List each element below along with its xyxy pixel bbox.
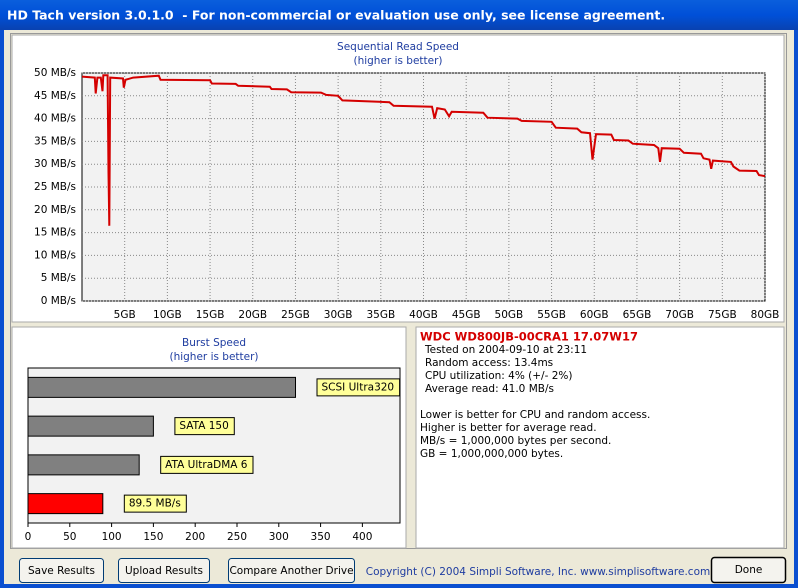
- x-tick-label: 150: [143, 531, 163, 543]
- detail: Tested on 2004-09-10 at 23:11: [424, 344, 587, 356]
- button-label[interactable]: Upload Results: [125, 565, 203, 577]
- button-face[interactable]: [19, 558, 104, 583]
- chart-subtitle: (higher is better): [353, 55, 442, 67]
- y-tick-label: 0 MB/s: [41, 295, 76, 307]
- label-box: [160, 455, 254, 474]
- x-tick-label: 10GB: [153, 309, 182, 321]
- info-panel: [415, 326, 785, 549]
- label-box: [123, 494, 187, 513]
- x-tick-label: 50: [63, 531, 76, 543]
- label-box: [174, 417, 235, 436]
- x-tick-label: 75GB: [708, 309, 737, 321]
- button[interactable]: Compare Another Drive: [228, 558, 355, 583]
- x-tick-label: 80GB: [751, 309, 780, 321]
- note: MB/s = 1,000,000 bytes per second.: [420, 435, 611, 447]
- x-tick-label: 20GB: [238, 309, 267, 321]
- y-tick-label: 20 MB/s: [34, 204, 76, 216]
- note: Higher is better for average read.: [420, 422, 597, 434]
- x-tick-label: 40GB: [409, 309, 438, 321]
- y-tick-label: 50 MB/s: [34, 67, 76, 79]
- button-label[interactable]: Save Results: [28, 565, 95, 577]
- x-tick-label: 5GB: [114, 309, 136, 321]
- title-bar: [0, 0, 798, 30]
- x-tick-label: 350: [311, 531, 331, 543]
- bar: [27, 415, 154, 437]
- button[interactable]: Save Results: [19, 558, 104, 583]
- bar: [27, 454, 140, 476]
- chart-title: Burst Speed: [182, 337, 246, 349]
- y-tick-label: 45 MB/s: [34, 90, 76, 102]
- y-tick-label: 5 MB/s: [41, 272, 76, 284]
- label-box: [316, 378, 401, 397]
- x-tick-label: 25GB: [281, 309, 310, 321]
- note: GB = 1,000,000,000 bytes.: [420, 448, 563, 460]
- y-tick-label: 10 MB/s: [34, 249, 76, 261]
- x-tick-label: 70GB: [665, 309, 694, 321]
- y-tick-label: 25 MB/s: [34, 181, 76, 193]
- x-tick-label: 400: [352, 531, 372, 543]
- window-title: HD Tach version 3.0.1.0 - For non-commer…: [7, 8, 665, 23]
- x-tick-label: 0: [25, 531, 32, 543]
- bar-label: ATA UltraDMA 6: [165, 459, 248, 471]
- x-tick-label: 250: [227, 531, 247, 543]
- detail: Average read: 41.0 MB/s: [425, 383, 554, 395]
- x-tick-label: 200: [185, 531, 205, 543]
- bar: [27, 493, 104, 515]
- chart-title: Sequential Read Speed: [337, 41, 459, 53]
- copyright: Copyright (C) 2004 Simpli Software, Inc.…: [366, 566, 710, 578]
- chart-subtitle: (higher is better): [169, 351, 258, 363]
- x-tick-label: 60GB: [580, 309, 609, 321]
- detail: CPU utilization: 4% (+/- 2%): [425, 370, 572, 382]
- drive-model: WDC WD800JB-00CRA1 17.07W17: [420, 330, 638, 344]
- detail: Random access: 13.4ms: [425, 357, 553, 369]
- bar: [27, 376, 297, 398]
- button[interactable]: Upload Results: [118, 558, 210, 583]
- data-line: [81, 74, 766, 226]
- x-tick-label: 45GB: [452, 309, 481, 321]
- x-tick-label: 30GB: [324, 309, 353, 321]
- button-label[interactable]: Compare Another Drive: [229, 565, 353, 577]
- bar-label: SATA 150: [179, 420, 228, 432]
- y-tick-label: 15 MB/s: [34, 227, 76, 239]
- y-tick-label: 40 MB/s: [34, 113, 76, 125]
- bar-label: 89.5 MB/s: [129, 498, 181, 510]
- button-label[interactable]: Done: [735, 564, 763, 576]
- x-tick-label: 300: [269, 531, 289, 543]
- y-tick-label: 30 MB/s: [34, 158, 76, 170]
- note: Lower is better for CPU and random acces…: [420, 409, 650, 421]
- x-tick-label: 50GB: [495, 309, 524, 321]
- y-tick-label: 35 MB/s: [34, 135, 76, 147]
- bar-label: SCSI Ultra320: [322, 381, 395, 393]
- button-face[interactable]: [228, 558, 355, 583]
- x-tick-label: 35GB: [366, 309, 395, 321]
- button-face[interactable]: [118, 558, 210, 583]
- x-tick-label: 55GB: [537, 309, 566, 321]
- done-button[interactable]: Done: [710, 556, 787, 584]
- button-face[interactable]: [710, 556, 787, 584]
- x-tick-label: 100: [102, 531, 122, 543]
- x-tick-label: 15GB: [196, 309, 225, 321]
- x-tick-label: 65GB: [623, 309, 652, 321]
